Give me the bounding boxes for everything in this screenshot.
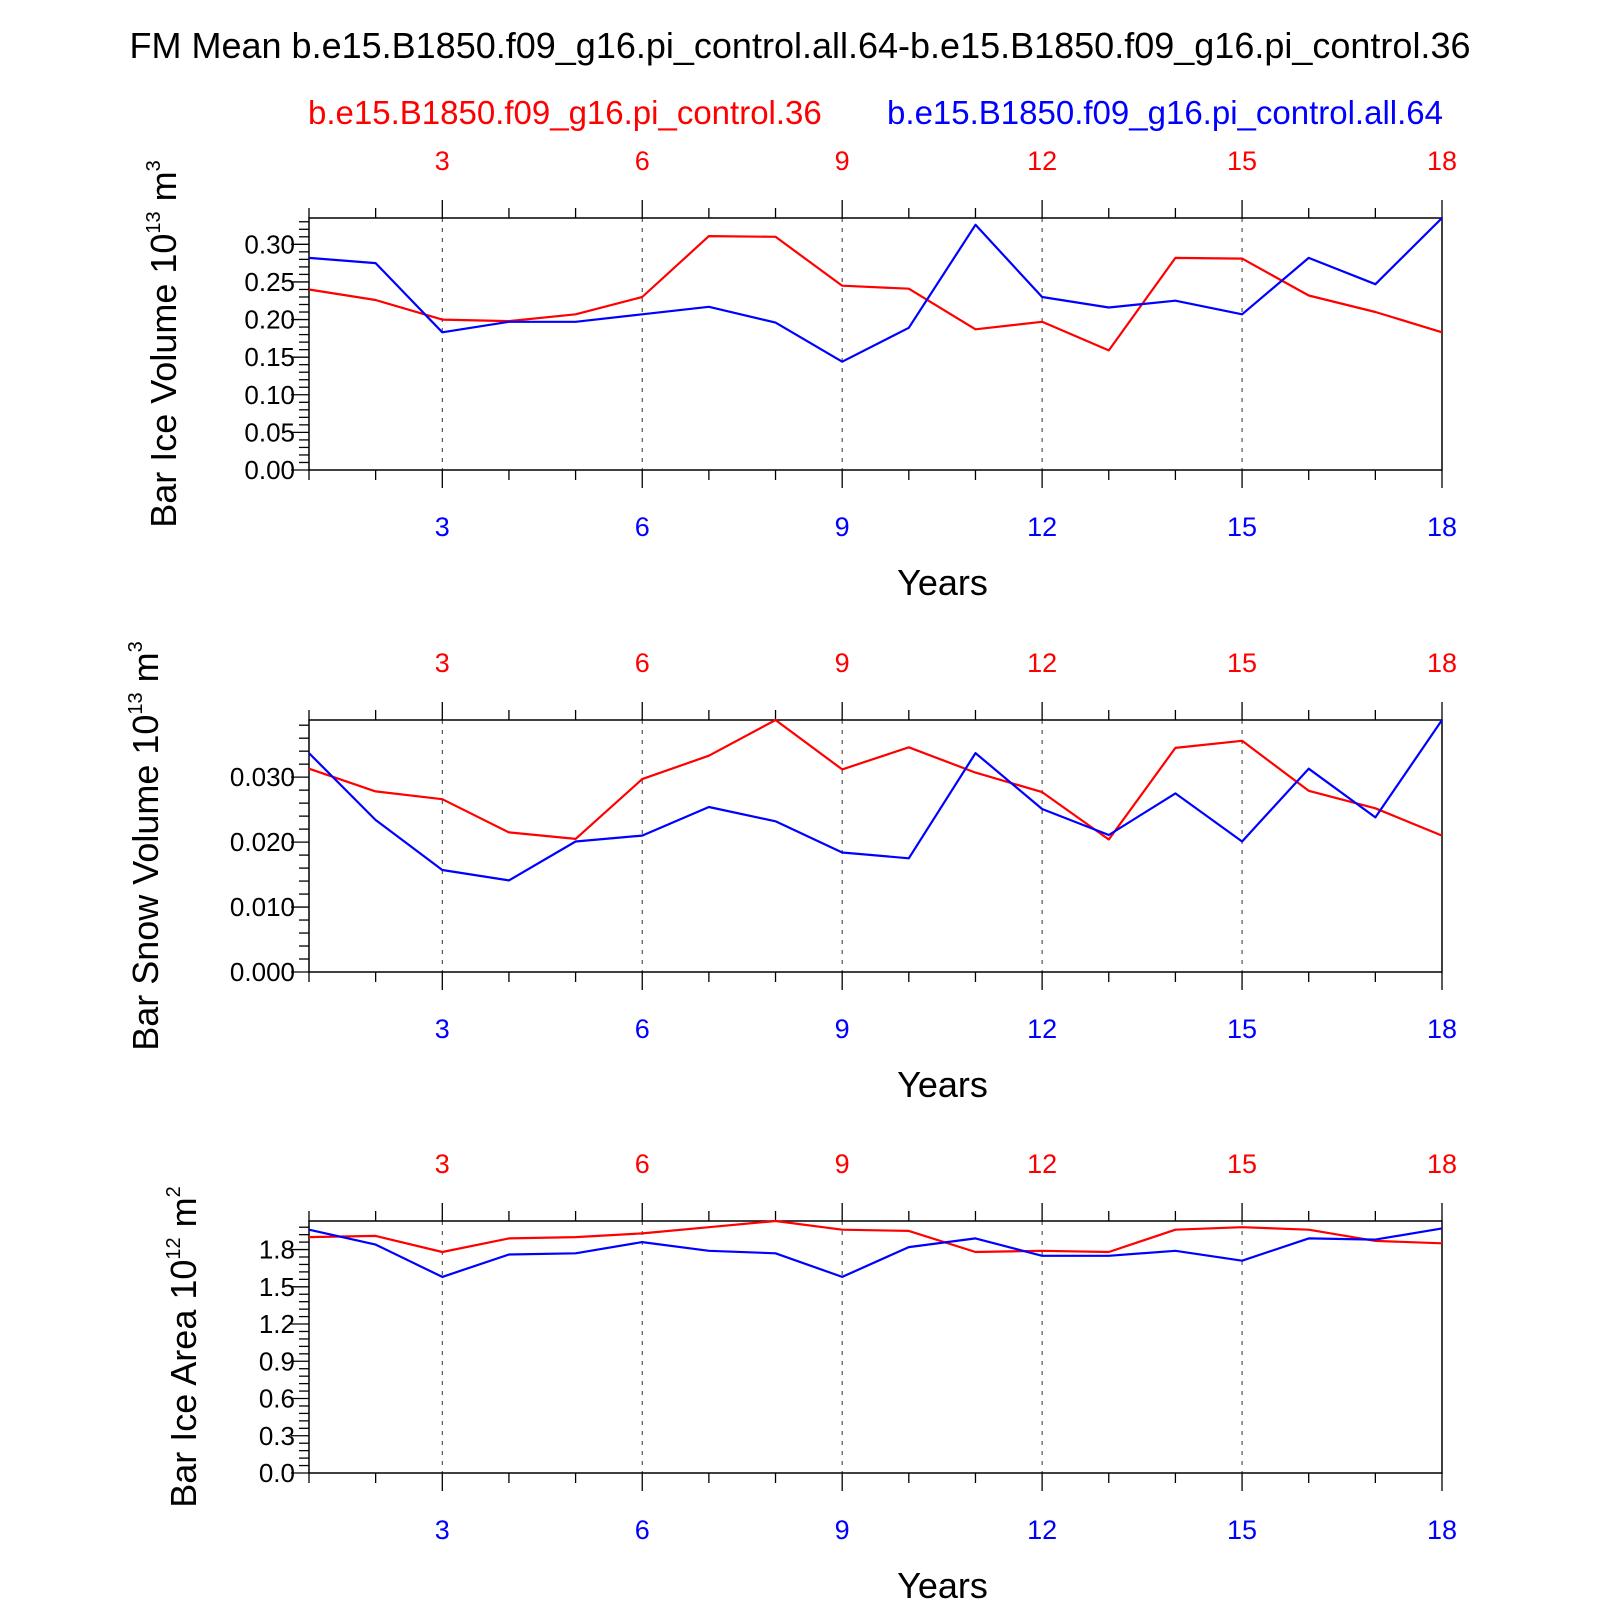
- x-tick-label-bottom: 15: [1227, 1014, 1257, 1044]
- y-tick-label: 0.3: [259, 1421, 295, 1451]
- x-tick-label-top: 12: [1027, 648, 1057, 678]
- x-tick-label-bottom: 6: [635, 512, 650, 542]
- x-tick-label-top: 9: [835, 1149, 850, 1179]
- x-tick-label-bottom: 15: [1227, 1515, 1257, 1545]
- x-tick-label-top: 18: [1427, 648, 1457, 678]
- y-tick-label: 0.20: [244, 305, 295, 335]
- x-tick-label-top: 15: [1227, 146, 1257, 176]
- y-axis-label: Bar Ice Volume 1013 m3: [143, 160, 184, 528]
- y-axis-label: Bar Snow Volume 1013 m3: [125, 641, 166, 1051]
- x-tick-label-top: 9: [835, 648, 850, 678]
- y-tick-label: 1.8: [259, 1235, 295, 1265]
- plot-frame: [308, 1220, 1443, 1474]
- y-tick-label: 0.0: [259, 1458, 295, 1488]
- series-line-red: [308, 235, 1443, 352]
- x-tick-label-bottom: 6: [635, 1515, 650, 1545]
- x-tick-label-bottom: 18: [1427, 1515, 1457, 1545]
- x-tick-label-top: 6: [635, 146, 650, 176]
- x-tick-label-bottom: 3: [435, 1014, 450, 1044]
- x-tick-label-top: 18: [1427, 1149, 1457, 1179]
- x-tick-label-top: 6: [635, 648, 650, 678]
- y-tick-label: 0.020: [230, 827, 295, 857]
- y-tick-label: 0.6: [259, 1384, 295, 1414]
- chart-panel-1: 3 3 6 6 9 9 12 12 15 15 18 18 0.00 0.05 0.10 0.15 0.20 0.…: [143, 146, 1457, 603]
- chart-panel-2: 3 3 6 6 9 9 12 12 15 15 18 18 0.000 0.010 0.020 0.030 Ye…: [125, 641, 1457, 1105]
- x-tick-label-bottom: 9: [835, 512, 850, 542]
- x-tick-label-bottom: 9: [835, 1515, 850, 1545]
- figure-title: FM Mean b.e15.B1850.f09_g16.pi_control.a…: [130, 25, 1471, 66]
- y-tick-label: 1.5: [259, 1272, 295, 1302]
- y-tick-label: 0.9: [259, 1346, 295, 1376]
- y-tick-label: 0.10: [244, 380, 295, 410]
- x-tick-label-top: 12: [1027, 146, 1057, 176]
- y-tick-label: 0.000: [230, 957, 295, 987]
- x-tick-label-bottom: 6: [635, 1014, 650, 1044]
- x-tick-label-top: 15: [1227, 648, 1257, 678]
- x-axis-label: Years: [897, 1565, 988, 1600]
- y-tick-label: 0.05: [244, 417, 295, 447]
- x-tick-label-top: 3: [435, 1149, 450, 1179]
- x-tick-label-bottom: 12: [1027, 512, 1057, 542]
- chart-panel-3: 3 3 6 6 9 9 12 12 15 15 18 18 0.0 0.3 0.6 0.9 1.2 1.5 1.8 Y…: [163, 1149, 1457, 1600]
- y-tick-label: 0.30: [244, 229, 295, 259]
- x-tick-label-top: 9: [835, 146, 850, 176]
- x-tick-label-bottom: 18: [1427, 512, 1457, 542]
- legend-blue-label: b.e15.B1850.f09_g16.pi_control.all.64: [887, 94, 1443, 131]
- y-tick-label: 0.010: [230, 892, 295, 922]
- x-tick-label-bottom: 9: [835, 1014, 850, 1044]
- y-tick-label: 0.030: [230, 762, 295, 792]
- x-tick-label-bottom: 15: [1227, 512, 1257, 542]
- x-tick-label-bottom: 12: [1027, 1515, 1057, 1545]
- x-tick-label-bottom: 18: [1427, 1014, 1457, 1044]
- series-line-blue: [308, 1227, 1443, 1279]
- x-tick-label-top: 12: [1027, 1149, 1057, 1179]
- legend-red-label: b.e15.B1850.f09_g16.pi_control.36: [308, 94, 822, 131]
- x-tick-label-bottom: 3: [435, 1515, 450, 1545]
- series-line-blue: [308, 719, 1443, 882]
- y-tick-label: 0.25: [244, 267, 295, 297]
- x-tick-label-bottom: 3: [435, 512, 450, 542]
- series-line-red: [308, 1219, 1443, 1254]
- y-tick-label: 0.15: [244, 342, 295, 372]
- x-tick-label-top: 3: [435, 648, 450, 678]
- series-line-red: [308, 718, 1443, 841]
- x-axis-label: Years: [897, 562, 988, 603]
- x-axis-label: Years: [897, 1064, 988, 1105]
- plot-frame: [308, 217, 1443, 471]
- x-tick-label-top: 15: [1227, 1149, 1257, 1179]
- series-line-blue: [308, 217, 1443, 363]
- x-tick-label-top: 3: [435, 146, 450, 176]
- y-tick-label: 1.2: [259, 1309, 295, 1339]
- x-tick-label-bottom: 12: [1027, 1014, 1057, 1044]
- plot-frame: [308, 719, 1443, 973]
- y-tick-label: 0.00: [244, 455, 295, 485]
- x-tick-label-top: 6: [635, 1149, 650, 1179]
- x-tick-label-top: 18: [1427, 146, 1457, 176]
- y-axis-label: Bar Ice Area 1012 m2: [163, 1186, 204, 1508]
